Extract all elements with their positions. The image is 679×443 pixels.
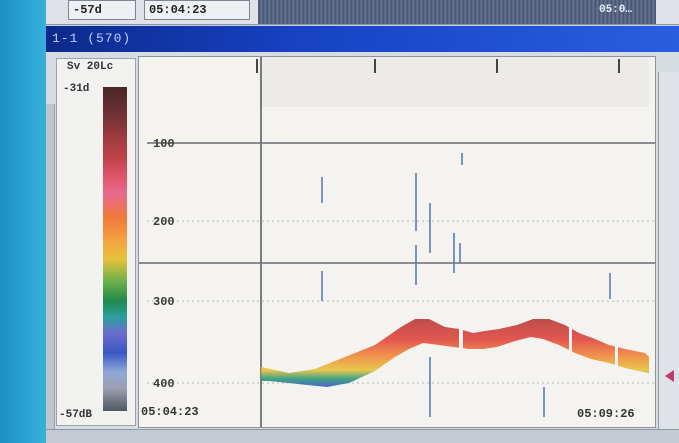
seabed-echo-band: [261, 319, 649, 387]
surface-noise: [259, 57, 649, 107]
color-scale-title: Sv 20Lc: [67, 61, 114, 73]
previous-window-strip: -57d 05:04:23 05:0…: [46, 0, 679, 25]
color-scale-top-value: -31d: [63, 83, 90, 95]
echogram-end-time: 05:09:26: [577, 407, 635, 421]
depth-label-300: 300: [153, 295, 175, 309]
echo-gap: [459, 319, 463, 359]
color-scale-bar: [103, 87, 127, 411]
echogram-start-time: 05:04:23: [141, 405, 199, 419]
echo-gap: [615, 337, 618, 377]
vertical-scrollbar[interactable]: [658, 72, 679, 432]
fish-echo-traces: [321, 153, 611, 417]
window-title: 1-1 (570): [52, 31, 132, 46]
depth-marker-arrow-icon: [665, 370, 674, 382]
depth-label-400: 400: [153, 377, 175, 391]
echogram-plot: [139, 57, 655, 427]
depth-label-200: 200: [153, 215, 175, 229]
echo-gap: [569, 319, 572, 363]
top-time-field: 05:04:23: [144, 0, 250, 20]
previous-echogram-fragment: 05:0…: [258, 0, 656, 24]
window-title-bar[interactable]: 1-1 (570): [46, 26, 679, 52]
bottom-status-bar: [46, 429, 679, 443]
echogram-panel[interactable]: 100 200 300 400 05:04:23 05:09:26: [138, 56, 656, 428]
color-scale-panel: Sv 20Lc -31d -57dB: [56, 58, 136, 426]
previous-echogram-time: 05:0…: [598, 4, 632, 16]
color-scale-bottom-value: -57dB: [59, 409, 93, 421]
top-depth-field: -57d: [68, 0, 136, 20]
left-frame: [46, 104, 55, 443]
sonar-screen: -57d 05:04:23 05:0… 1-1 (570) Sv 20Lc -3…: [46, 0, 679, 443]
echogram-window: Sv 20Lc -31d -57dB: [46, 52, 679, 443]
depth-label-100: 100: [153, 137, 175, 151]
